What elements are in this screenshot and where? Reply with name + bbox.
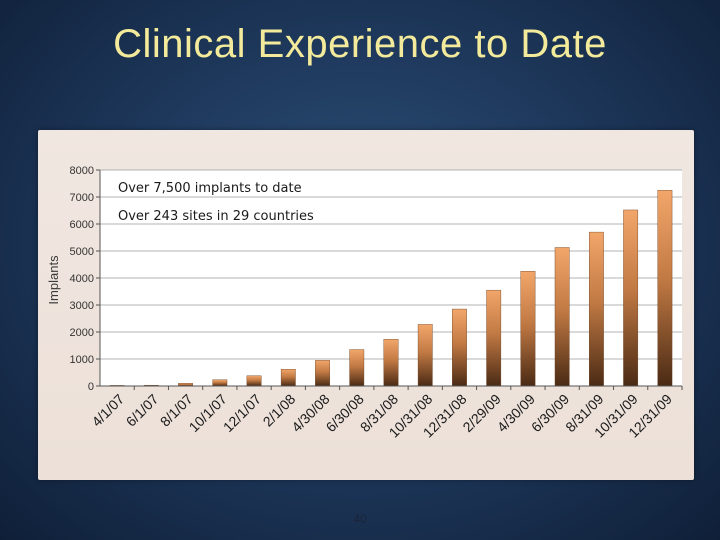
bar xyxy=(486,289,502,387)
gridlines xyxy=(100,169,682,360)
bar xyxy=(520,271,536,387)
y-tick-label: 0 xyxy=(88,381,94,393)
bars xyxy=(109,190,673,387)
y-axis-label: Implants xyxy=(46,255,61,305)
bar-chart: 0 1000 2000 3000 4000 5000 6000 7000 8000 4/1/07… xyxy=(46,165,683,441)
x-axis-ticks: 4/1/076/1/078/1/0710/1/0712/1/072/1/084/… xyxy=(88,386,683,441)
y-tick-label: 7000 xyxy=(70,192,94,204)
slide-title: Clinical Experience to Date xyxy=(113,22,607,66)
y-tick-label: 2000 xyxy=(70,327,94,339)
x-tick-label: 4/1/07 xyxy=(88,391,127,430)
x-tick-label: 6/1/07 xyxy=(123,391,162,430)
bar xyxy=(212,379,228,387)
annotation-implants: Over 7,500 implants to date xyxy=(118,181,302,196)
bar xyxy=(246,375,262,387)
y-tick-label: 1000 xyxy=(70,354,94,366)
y-tick-label: 4000 xyxy=(70,273,94,285)
x-tick-label: 12/1/07 xyxy=(220,391,264,435)
bar xyxy=(623,209,639,387)
annotation-sites: Over 243 sites in 29 countries xyxy=(118,209,314,224)
bar xyxy=(554,247,570,387)
bar xyxy=(589,231,604,387)
bar xyxy=(349,349,365,387)
chart-panel: 0 1000 2000 3000 4000 5000 6000 7000 8000 4/1/07… xyxy=(38,130,694,480)
bar xyxy=(417,324,433,387)
y-tick-label: 3000 xyxy=(70,300,94,312)
y-tick-label: 5000 xyxy=(70,246,94,258)
bar xyxy=(315,360,330,387)
y-axis-ticks: 0 1000 2000 3000 4000 5000 6000 7000 8000 xyxy=(70,165,100,393)
bar xyxy=(452,308,467,387)
y-tick-label: 8000 xyxy=(70,165,94,177)
bar xyxy=(280,369,296,387)
page-number: 40 xyxy=(353,512,367,526)
y-tick-label: 6000 xyxy=(70,219,94,231)
bar xyxy=(657,190,673,387)
bar xyxy=(383,339,399,387)
